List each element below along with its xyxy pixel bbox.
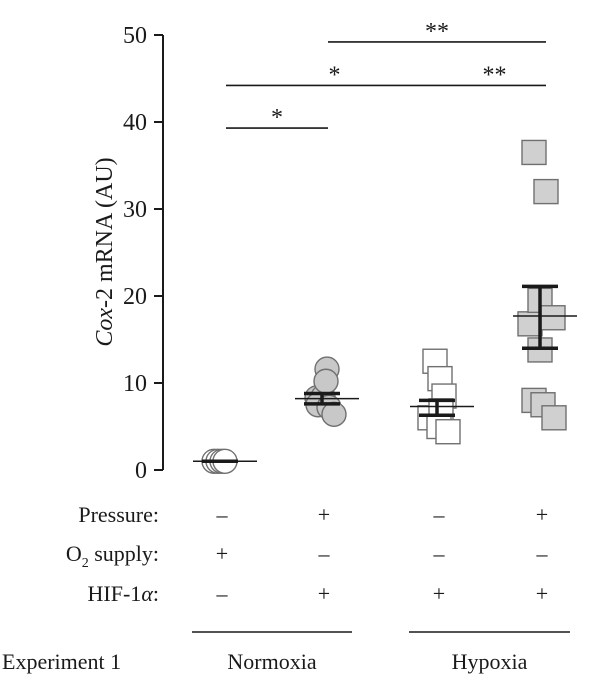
condition-value: +: [318, 502, 330, 527]
significance-brackets: ** ****: [226, 19, 546, 131]
y-axis-label: Cox-2 mRNA (AU): [92, 157, 118, 346]
condition-value: –: [216, 581, 229, 606]
data-point: [321, 401, 347, 428]
condition-value: –: [433, 541, 446, 566]
y-tick-label: 40: [123, 110, 147, 136]
condition-label-o2: O2 supply:: [66, 541, 159, 571]
data-point: [313, 368, 339, 394]
y-axis-label-italic: Cox: [92, 308, 118, 347]
data-point: [521, 139, 547, 166]
experiment-label: Experiment 1: [2, 649, 121, 674]
condition-value: +: [536, 502, 548, 527]
condition-value: –: [216, 502, 229, 527]
condition-value: +: [433, 581, 445, 606]
significance-label: **: [483, 62, 507, 88]
group-label: Normoxia: [227, 649, 316, 674]
y-axis-label-rest: -2 mRNA (AU): [92, 157, 118, 308]
group-label: Hypoxia: [452, 649, 528, 674]
data-points: [201, 139, 567, 474]
data-point: [540, 305, 566, 331]
condition-value: –: [433, 502, 446, 527]
condition-value: –: [536, 541, 549, 566]
condition-value: +: [536, 581, 548, 606]
significance-label: *: [329, 62, 341, 88]
y-tick-label: 50: [123, 23, 147, 49]
condition-value: +: [216, 541, 228, 566]
condition-label-pressure: Pressure:: [78, 502, 159, 527]
y-ticks: 0 10 20 30 40 50: [123, 23, 163, 484]
y-tick-label: 30: [123, 197, 147, 223]
y-tick-label: 10: [123, 371, 147, 397]
condition-groups: Experiment 1 Normoxia Hypoxia: [2, 631, 570, 674]
data-point: [533, 178, 559, 205]
condition-value: –: [318, 541, 331, 566]
condition-label-hif: HIF-1α:: [88, 581, 159, 606]
condition-table: Pressure: O2 supply: HIF-1α: – + – + + – – – – + +…: [66, 502, 549, 606]
y-tick-label: 20: [123, 284, 147, 310]
data-point: [435, 419, 461, 445]
significance-label: *: [271, 105, 283, 131]
significance-label: **: [425, 19, 449, 45]
summary-stats: [193, 284, 577, 464]
y-tick-label: 0: [135, 458, 147, 484]
condition-value: +: [318, 581, 330, 606]
data-point: [541, 405, 567, 431]
